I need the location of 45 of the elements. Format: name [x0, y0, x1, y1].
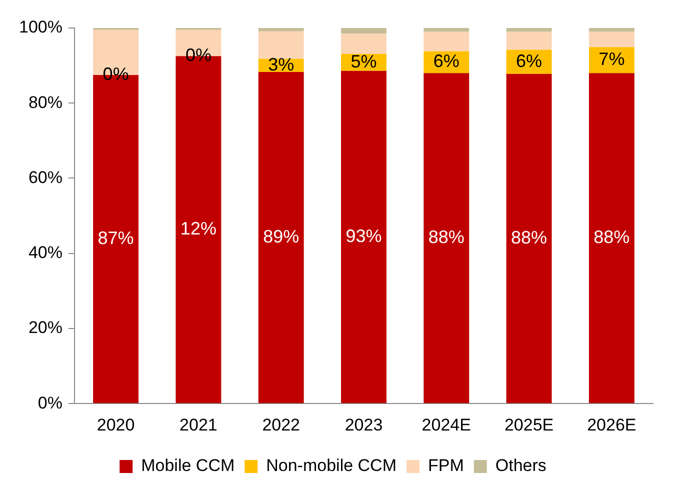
- bar: [258, 72, 304, 404]
- bar: [424, 28, 470, 32]
- legend-label: Others: [495, 456, 546, 476]
- bar: [424, 32, 470, 52]
- bar: [588, 73, 634, 404]
- x-tick-label: 2026E: [587, 415, 636, 434]
- bar: [341, 70, 386, 404]
- y-tick-label: 20%: [28, 318, 62, 338]
- annotation: 88%: [428, 227, 464, 248]
- bar: [588, 47, 634, 74]
- legend-label: FPM: [428, 456, 464, 476]
- bar: [506, 32, 552, 50]
- y-tick-label: 0%: [38, 393, 62, 412]
- x-tick-label: 2025E: [504, 415, 554, 434]
- x-tick-label: 2022: [262, 415, 300, 434]
- bar: [258, 28, 304, 32]
- bar: [424, 73, 470, 404]
- x-tick-label: 2020: [96, 415, 135, 434]
- annotation: 12%: [180, 218, 216, 239]
- bar: [506, 74, 552, 404]
- x-tick-label: 2024E: [422, 415, 471, 434]
- data-label: 6%: [433, 51, 460, 72]
- annotation: 89%: [263, 226, 300, 246]
- data-label: 6%: [516, 50, 542, 71]
- bar: [588, 28, 634, 32]
- y-tick-label: 80%: [28, 92, 62, 112]
- annotation: 87%: [98, 228, 134, 248]
- y-tick-label: 40%: [28, 243, 62, 262]
- data-label: 5%: [350, 51, 377, 72]
- legend-label: Mobile CCM: [141, 456, 235, 476]
- bar: [506, 28, 552, 32]
- bar: [588, 32, 634, 48]
- legend-label: Non-mobile CCM: [266, 456, 396, 476]
- annotation: 88%: [594, 227, 630, 248]
- data-label: 7%: [598, 49, 625, 70]
- bar: [341, 28, 386, 34]
- x-tick-label: 2023: [344, 415, 383, 434]
- data-label: 3%: [268, 54, 294, 74]
- bar: [341, 34, 386, 54]
- x-tick-label: 2021: [180, 415, 218, 434]
- annotation: 93%: [346, 226, 382, 246]
- annotation: 88%: [511, 227, 548, 248]
- bar: [258, 31, 304, 59]
- y-tick-label: 100%: [18, 18, 62, 37]
- y-tick-label: 60%: [28, 168, 62, 187]
